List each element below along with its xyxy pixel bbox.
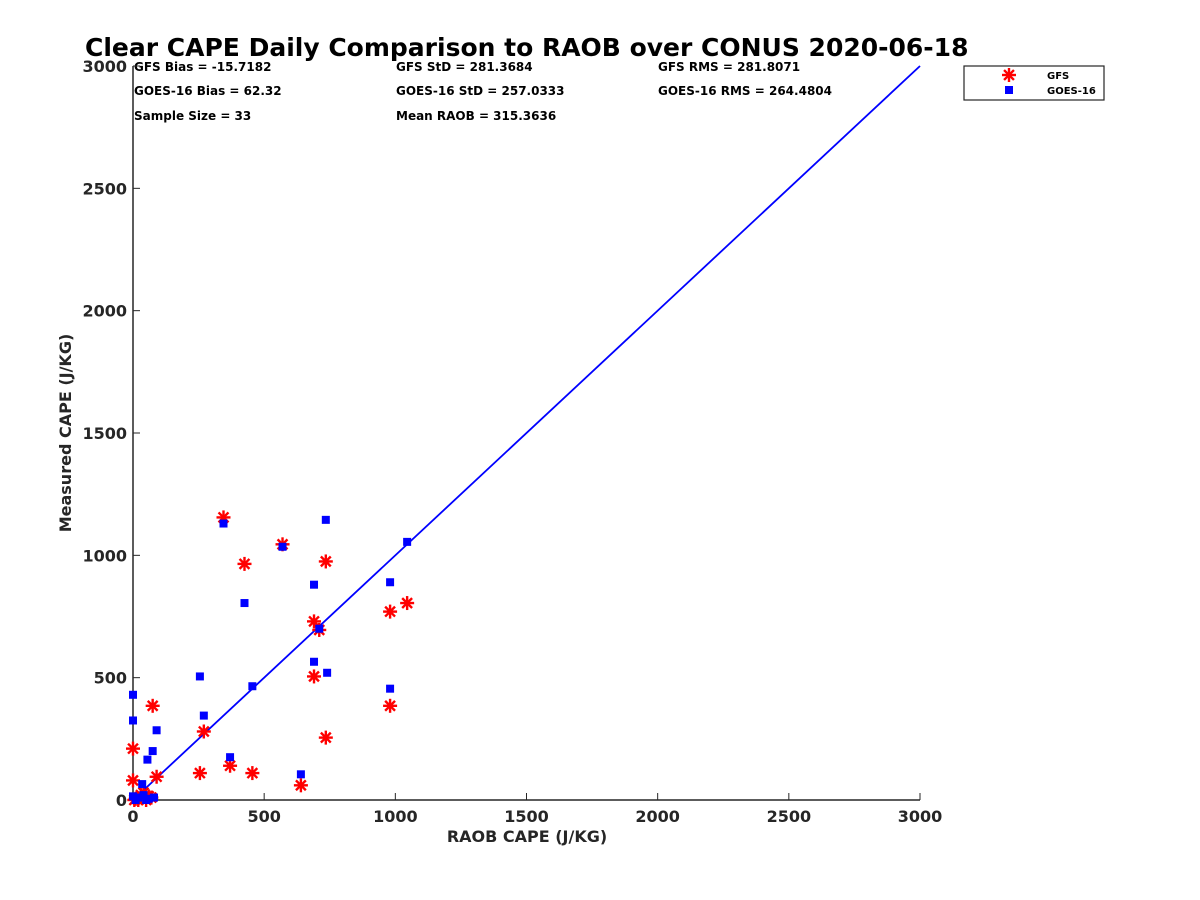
y-tick-label: 2000: [82, 302, 127, 321]
x-tick-label: 2000: [635, 807, 680, 826]
x-axis-ticks: 0 500 1000 1500 2000 2500 3000: [127, 793, 942, 826]
goes16-point: [148, 747, 157, 756]
gfs-point: [307, 669, 322, 684]
legend-box: [963, 65, 1105, 101]
x-axis-label: RAOB CAPE (J/KG): [447, 827, 607, 846]
gfs-series: [126, 510, 415, 807]
gfs-point: [149, 769, 164, 784]
stat-text: GFS RMS = 281.8071: [658, 60, 800, 74]
gfs-point: [145, 698, 160, 713]
stat-text: GFS StD = 281.3684: [396, 60, 533, 74]
legend-goes16-marker: [1005, 86, 1013, 94]
gfs-point: [383, 698, 398, 713]
stat-text: Mean RAOB = 315.3636: [396, 109, 556, 123]
goes16-point: [240, 599, 249, 608]
stat-text: GOES-16 Bias = 62.32: [134, 84, 282, 98]
goes16-point: [310, 657, 319, 666]
gfs-point: [192, 766, 207, 781]
legend-gfs-marker: [1002, 68, 1016, 82]
goes16-point: [323, 668, 332, 677]
chart-title: Clear CAPE Daily Comparison to RAOB over…: [85, 33, 968, 62]
goes16-point: [278, 542, 287, 551]
goes16-point: [149, 793, 158, 802]
goes16-point: [296, 770, 305, 779]
goes16-point: [248, 682, 257, 691]
goes16-point: [139, 791, 148, 800]
y-tick-label: 1500: [82, 424, 127, 443]
legend: GFS GOES-16: [963, 65, 1105, 101]
goes16-point: [321, 515, 330, 524]
goes16-point: [219, 519, 228, 528]
goes16-point: [142, 796, 151, 804]
gfs-point: [237, 556, 252, 571]
x-tick-label: 500: [247, 807, 280, 826]
y-axis-label: Measured CAPE (J/KG): [56, 334, 75, 533]
legend-gfs-label: GFS: [1047, 71, 1069, 82]
gfs-point: [245, 766, 260, 781]
stats-block: GFS Bias = -15.7182 GOES-16 Bias = 62.32 S…: [134, 60, 832, 123]
goes16-point: [226, 753, 235, 762]
gfs-point: [293, 778, 308, 793]
stat-text: GOES-16 StD = 257.0333: [396, 84, 565, 98]
goes16-point: [195, 672, 204, 681]
goes16-point: [143, 755, 152, 764]
goes16-point: [386, 684, 395, 693]
y-tick-label: 1000: [82, 546, 127, 565]
goes16-point: [138, 780, 147, 789]
gfs-point: [383, 604, 398, 619]
goes16-point: [386, 578, 395, 587]
gfs-point: [126, 741, 140, 756]
stat-text: Sample Size = 33: [134, 109, 251, 123]
goes16-point: [129, 690, 137, 699]
one-to-one-line: [132, 65, 921, 801]
y-axis-ticks: 0 500 1000 1500 2000 2500 3000: [82, 57, 140, 810]
gfs-point: [126, 773, 140, 788]
goes16-point: [152, 726, 161, 735]
legend-goes16-label: GOES-16: [1047, 86, 1096, 97]
stat-text: GFS Bias = -15.7182: [134, 60, 271, 74]
gfs-point: [318, 554, 333, 569]
gfs-point: [196, 724, 211, 739]
goes16-point: [310, 580, 319, 589]
goes16-point: [403, 537, 412, 546]
x-tick-label: 1500: [504, 807, 549, 826]
gfs-point: [318, 730, 333, 745]
legend-gfs-asterisk: [1002, 68, 1016, 82]
y-tick-label: 0: [116, 791, 127, 810]
goes16-series: [129, 515, 412, 804]
x-tick-label: 0: [127, 807, 138, 826]
gfs-point: [307, 614, 322, 629]
y-tick-label: 500: [94, 669, 127, 688]
y-tick-label: 2500: [82, 179, 127, 198]
goes16-point: [131, 796, 140, 804]
x-tick-label: 3000: [898, 807, 943, 826]
x-tick-label: 1000: [373, 807, 418, 826]
goes16-point: [129, 716, 137, 725]
y-tick-label: 3000: [82, 57, 127, 76]
goes16-point: [315, 624, 324, 633]
x-tick-label: 2500: [767, 807, 812, 826]
gfs-point: [223, 758, 238, 773]
goes16-point: [199, 711, 208, 720]
gfs-point: [400, 596, 415, 611]
stat-text: GOES-16 RMS = 264.4804: [658, 84, 832, 98]
